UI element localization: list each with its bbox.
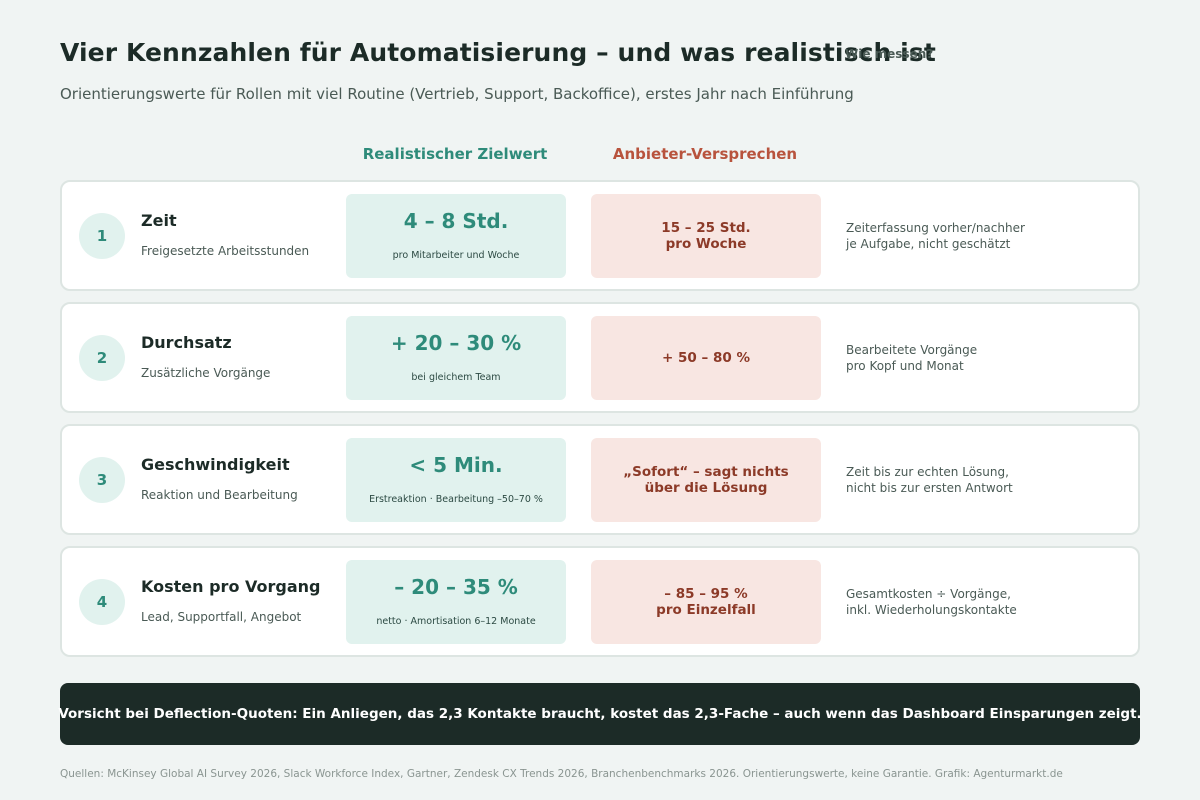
target-value: – 20 – 35 % <box>394 575 518 599</box>
column-header-vendor: Anbieter-Versprechen <box>612 145 798 163</box>
row-number-badge: 1 <box>79 213 125 259</box>
target-note: pro Mitarbeiter und Woche <box>392 250 520 261</box>
metric-name: Zeit <box>141 211 177 230</box>
metric-description: Zusätzliche Vorgänge <box>141 366 271 380</box>
metric-row-time: 1 Zeit Freigesetzte Arbeitsstunden 4 – 8… <box>60 180 1140 291</box>
metric-description: Lead, Supportfall, Angebot <box>141 610 302 624</box>
column-header-measure: Wie messen? <box>845 46 934 61</box>
target-value: + 20 – 30 % <box>390 331 522 355</box>
source-note: Quellen: McKinsey Global AI Survey 2026,… <box>60 768 1063 780</box>
vendor-promise-value: – 85 – 95 % pro Einzelfall <box>656 586 756 618</box>
row-number-badge: 4 <box>79 579 125 625</box>
metric-name: Geschwindigkeit <box>141 455 290 474</box>
measurement-method: Gesamtkosten ÷ Vorgänge, inkl. Wiederhol… <box>846 586 1017 617</box>
vendor-promise-value: + 50 – 80 % <box>662 350 750 366</box>
target-value-box: 4 – 8 Std. pro Mitarbeiter und Woche <box>346 194 566 278</box>
target-value-box: – 20 – 35 % netto · Amortisation 6–12 Mo… <box>346 560 566 644</box>
target-note: Erstreaktion · Bearbeitung –50–70 % <box>369 494 543 505</box>
row-number-badge: 3 <box>79 457 125 503</box>
metric-name: Kosten pro Vorgang <box>141 577 321 596</box>
measurement-method: Zeit bis zur echten Lösung, nicht bis zu… <box>846 464 1013 495</box>
target-value: < 5 Min. <box>409 453 503 477</box>
metric-row-speed: 3 Geschwindigkeit Reaktion und Bearbeitu… <box>60 424 1140 535</box>
target-value: 4 – 8 Std. <box>403 209 509 233</box>
metric-description: Reaktion und Bearbeitung <box>141 488 298 502</box>
page-title: Vier Kennzahlen für Automatisierung – un… <box>60 38 936 67</box>
vendor-promise-box: 15 – 25 Std. pro Woche <box>591 194 821 278</box>
vendor-promise-value: „Sofort“ – sagt nichts über die Lösung <box>623 464 789 496</box>
column-header-target: Realistischer Zielwert <box>362 145 548 163</box>
metric-name: Durchsatz <box>141 333 232 352</box>
vendor-promise-value: 15 – 25 Std. pro Woche <box>661 220 751 252</box>
target-value-box: < 5 Min. Erstreaktion · Bearbeitung –50–… <box>346 438 566 522</box>
measurement-method: Bearbeitete Vorgänge pro Kopf und Monat <box>846 342 978 373</box>
target-value-box: + 20 – 30 % bei gleichem Team <box>346 316 566 400</box>
metric-row-throughput: 2 Durchsatz Zusätzliche Vorgänge + 20 – … <box>60 302 1140 413</box>
target-note: bei gleichem Team <box>411 372 501 383</box>
measurement-method: Zeiterfassung vorher/nachher je Aufgabe,… <box>846 220 1025 251</box>
row-number-badge: 2 <box>79 335 125 381</box>
target-note: netto · Amortisation 6–12 Monate <box>376 616 536 627</box>
warning-banner: Vorsicht bei Deflection-Quoten: Ein Anli… <box>58 683 1142 745</box>
metric-row-cost: 4 Kosten pro Vorgang Lead, Supportfall, … <box>60 546 1140 657</box>
page-subtitle: Orientierungswerte für Rollen mit viel R… <box>60 85 854 103</box>
vendor-promise-box: „Sofort“ – sagt nichts über die Lösung <box>591 438 821 522</box>
vendor-promise-box: – 85 – 95 % pro Einzelfall <box>591 560 821 644</box>
vendor-promise-box: + 50 – 80 % <box>591 316 821 400</box>
metric-description: Freigesetzte Arbeitsstunden <box>141 244 310 258</box>
